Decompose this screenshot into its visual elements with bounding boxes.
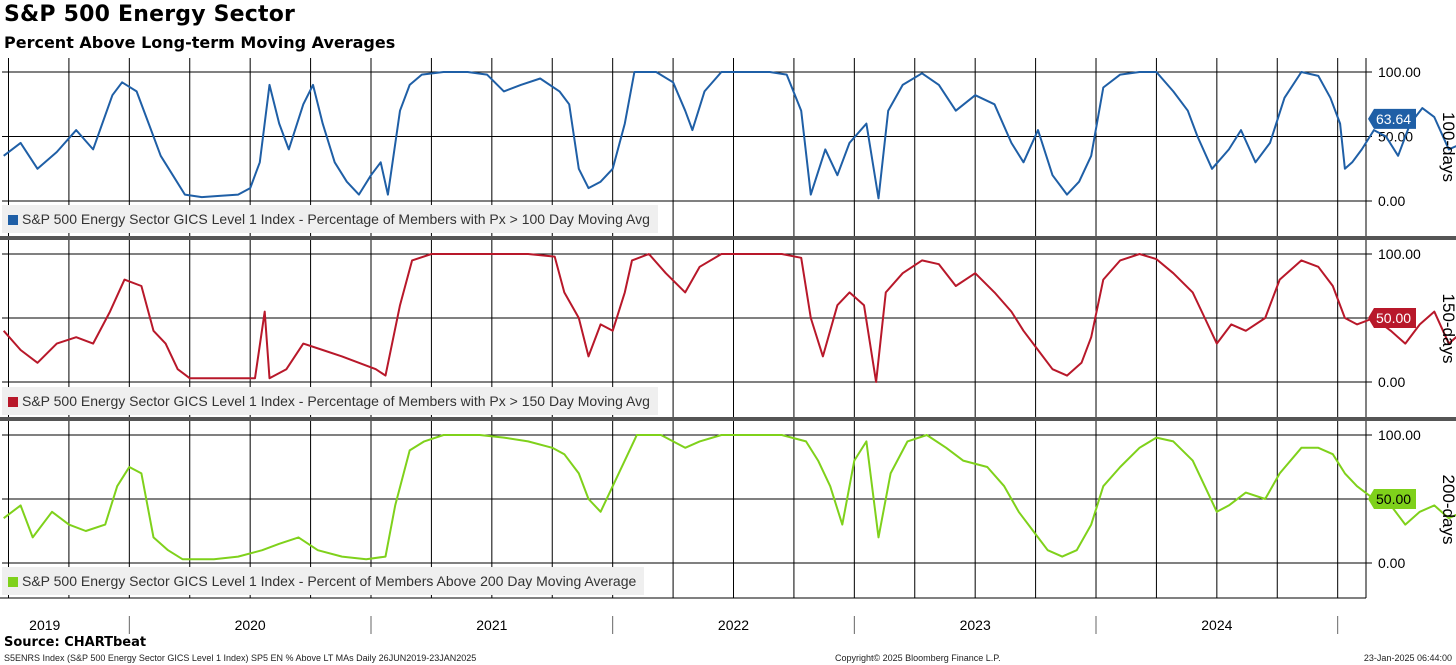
legend-100-days: S&P 500 Energy Sector GICS Level 1 Index… [2,205,658,233]
page-title: S&P 500 Energy Sector [4,2,296,27]
x-tick-label: 2019 [29,617,60,633]
y-tick-label: 0.00 [1378,555,1405,571]
last-value-tag-200-days [1368,489,1416,509]
y-tick-label: 0.00 [1378,193,1405,209]
last-value-label-150-days: 50.00 [1376,310,1411,326]
series-line-200-days [3,434,1456,561]
legend-swatch-150-days [8,397,18,407]
legend-200-days: S&P 500 Energy Sector GICS Level 1 Index… [2,567,645,595]
page-subtitle: Percent Above Long-term Moving Averages [4,33,396,52]
axis-label-100-days: 100-days [1439,112,1456,182]
y-tick-label: 100.00 [1378,246,1421,262]
x-tick-label: 2021 [476,617,507,633]
axis-label-150-days: 150-days [1439,294,1456,364]
legend-150-days: S&P 500 Energy Sector GICS Level 1 Index… [2,387,658,415]
x-tick-label: 2020 [235,617,266,633]
footer-description: S5ENRS Index (S&P 500 Energy Sector GICS… [4,653,477,663]
footer-timestamp: 23-Jan-2025 06:44:00 [1363,653,1452,663]
y-tick-label: 100.00 [1378,427,1421,443]
legend-swatch-200-days [8,577,18,587]
x-tick-label: 2023 [960,617,991,633]
y-tick-label: 0.00 [1378,374,1405,390]
legend-label-100-days: S&P 500 Energy Sector GICS Level 1 Index… [22,211,650,227]
last-value-tag-100-days [1368,108,1416,129]
panel-separator [0,236,1456,240]
axis-label-200-days: 200-days [1439,475,1456,545]
footer-copyright: Copyright© 2025 Bloomberg Finance L.P. [835,653,1001,663]
last-value-tag-150-days [1368,308,1416,328]
panel-separator [0,417,1456,421]
x-tick-label: 2024 [1201,617,1232,633]
legend-label-150-days: S&P 500 Energy Sector GICS Level 1 Index… [22,393,650,409]
series-line-150-days [2,253,1456,383]
source-note: Source: CHARTbeat [4,635,147,650]
last-value-label-100-days: 63.64 [1376,111,1411,127]
last-value-label-200-days: 50.00 [1376,491,1411,507]
x-tick-label: 2022 [718,617,749,633]
legend-label-200-days: S&P 500 Energy Sector GICS Level 1 Index… [22,573,637,589]
series-line-100-days [3,71,1456,200]
legend-swatch-100-days [8,215,18,225]
y-tick-label: 100.00 [1378,64,1421,80]
